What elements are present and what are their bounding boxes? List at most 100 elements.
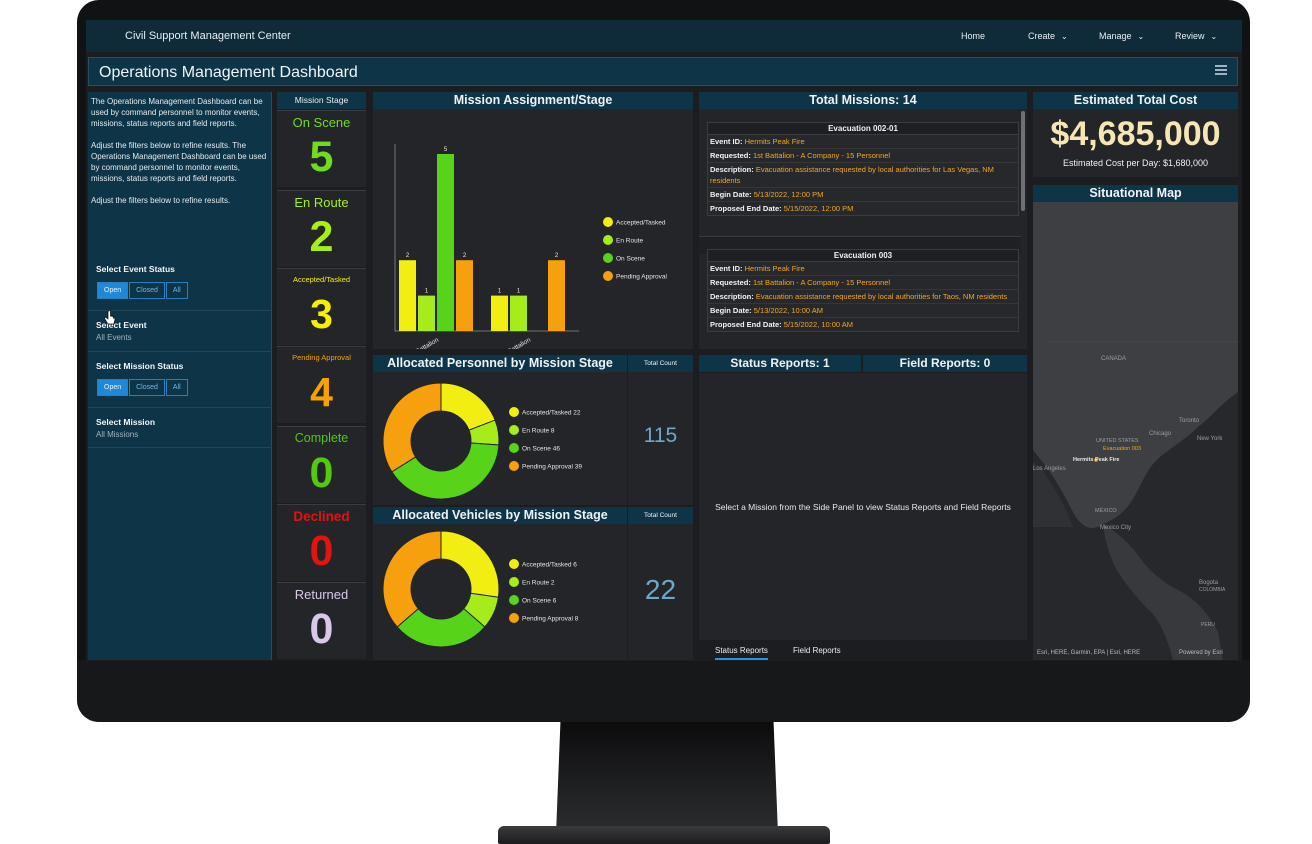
personnel-donut: Accepted/Tasked 22 En Route 8 On Scene 46 P…	[382, 382, 582, 500]
legend-swatch	[603, 235, 613, 245]
legend-label: En Route 2	[522, 580, 555, 587]
legend-swatch	[509, 577, 519, 587]
cost-title: Estimated Total Cost	[1033, 92, 1238, 109]
map-label: CANADA	[1101, 356, 1127, 362]
legend-swatch	[509, 613, 519, 623]
stage-card-declined: Declined 0	[277, 504, 366, 581]
chevron-down-icon: ⌄	[1210, 32, 1218, 41]
event-status-toggle: Open Closed All	[97, 282, 189, 299]
total-missions-title: Total Missions: 14	[699, 92, 1027, 109]
bar-0-0	[399, 260, 416, 331]
legend-label: Pending Approval 39	[522, 464, 582, 471]
personnel-chart: Accepted/Tasked 22 En Route 8 On Scene 46 P…	[373, 372, 627, 505]
field-reports-title: Field Reports: 0	[863, 355, 1027, 372]
mission-assignment-chart: 2 1 5 2 1st Battalion 1 1 2 2nd Battalion Accepte…	[373, 109, 693, 362]
bar-value-label: 2	[406, 253, 410, 259]
mission-end-date: Proposed End Date: 5/15/2022, 10:00 AM	[710, 320, 854, 329]
filter-event-status: Select Event Status Open Closed All	[88, 257, 272, 310]
bar-value-label: 1	[517, 289, 521, 295]
filter-event[interactable]: Select Event All Events	[88, 310, 272, 351]
mission-description: Description: Evacuation assistance reque…	[708, 290, 1018, 304]
stage-name: Declined	[293, 509, 350, 524]
legend-label: Accepted/Tasked	[616, 220, 666, 227]
side-panel: The Operations Management Dashboard can …	[88, 92, 272, 660]
map-label-mission: Evacuation 003	[1103, 446, 1141, 452]
reports-placeholder: Select a Mission from the Side Panel to …	[715, 502, 1011, 512]
map-label: Toronto	[1179, 418, 1200, 424]
event-marker-icon[interactable]	[1094, 458, 1098, 462]
map-attribution[interactable]: Esri, HERE, Garmin, EPA | Esri, HERE	[1037, 650, 1141, 656]
tab-field-reports[interactable]: Field Reports	[793, 646, 841, 655]
bar-value-label: 5	[444, 147, 448, 153]
legend-label: Accepted/Tasked 22	[522, 410, 581, 417]
nav-create[interactable]: Create ⌄	[1028, 31, 1068, 41]
description-text: Adjust the filters below to refine resul…	[91, 141, 267, 183]
mission-stage-header: Mission Stage	[277, 92, 366, 109]
filter-value: All Missions	[96, 430, 139, 439]
monitor-chin	[77, 660, 1250, 722]
donut-slice-0	[440, 530, 500, 598]
mission-end-date: Proposed End Date: 5/15/2022, 12:00 PM	[710, 204, 854, 213]
filter-mission-status: Select Mission Status Open Closed All	[88, 351, 272, 407]
tab-status-reports[interactable]: Status Reports	[715, 646, 768, 660]
mission-stage-column: Mission Stage On Scene 5 En Route 2 Accepted…	[277, 92, 366, 660]
total-cost-value: $4,685,000	[1050, 115, 1221, 153]
mission-status-open[interactable]: Open	[97, 379, 129, 396]
filter-label: Select Mission Status	[96, 361, 184, 371]
mission-begin-date: Begin Date: 5/13/2022, 12:00 PM	[708, 188, 1018, 202]
bar-value-label: 2	[463, 253, 467, 259]
legend-swatch	[509, 461, 519, 471]
mission-card[interactable]: Evacuation 003 Event ID: Hermits Peak Fi…	[707, 249, 1019, 332]
map-label: Bogota	[1199, 580, 1219, 586]
donut-slice-2	[391, 442, 500, 500]
mission-event-id: Event ID: Hermits Peak Fire	[708, 262, 1018, 276]
legend-swatch	[603, 217, 613, 227]
situational-map[interactable]: CANADA Toronto Chicago New York UNITED S…	[1033, 202, 1238, 660]
hand-cursor-icon	[104, 310, 116, 325]
donut-slice-3	[382, 530, 442, 628]
bar-1-3	[548, 260, 565, 331]
stage-name: Accepted/Tasked	[292, 275, 351, 284]
nav-review[interactable]: Review ⌄	[1175, 31, 1218, 41]
vehicles-donut: Accepted/Tasked 6 En Route 2 On Scene 6 Pen…	[382, 530, 579, 648]
stage-count: 2	[309, 213, 334, 261]
filter-label: Select Mission	[96, 417, 156, 427]
description-text: Adjust the filters below to refine resul…	[91, 196, 231, 205]
bar-0-1	[418, 295, 435, 331]
personnel-total-label: Total Count	[628, 355, 693, 372]
map-powered-by[interactable]: Powered by Esri	[1179, 650, 1223, 656]
stage-name: En Route	[294, 195, 349, 210]
map-label: MÉXICO	[1095, 508, 1117, 514]
event-status-closed[interactable]: Closed	[129, 282, 165, 299]
mission-status-closed[interactable]: Closed	[129, 379, 165, 396]
category-label: 2nd Battalion	[496, 336, 533, 349]
stage-card-returned: Returned 0	[277, 582, 366, 659]
personnel-total-card: 115	[628, 372, 693, 505]
bar-1-0	[491, 295, 508, 331]
mission-requested: Requested: 1st Battalion - A Company - 1…	[708, 276, 1018, 290]
report-tabs: Status Reports Field Reports	[699, 640, 1027, 661]
bar-1-1	[510, 295, 527, 331]
hamburger-icon[interactable]	[1215, 65, 1227, 75]
legend-label: Pending Approval	[616, 274, 668, 281]
personnel-title: Allocated Personnel by Mission Stage	[373, 355, 627, 372]
filter-mission[interactable]: Select Mission All Missions	[88, 407, 272, 448]
stage-count: 3	[310, 291, 333, 337]
stage-count: 0	[309, 605, 334, 653]
legend-swatch	[509, 407, 519, 417]
event-status-all[interactable]: All	[165, 282, 188, 299]
event-status-open[interactable]: Open	[97, 282, 129, 299]
personnel-total: 115	[643, 424, 678, 447]
mission-name: Evacuation 003	[708, 250, 1018, 262]
category-label: 1st Battalion	[406, 336, 441, 349]
map-label: Los Angeles	[1033, 466, 1066, 472]
mission-list-scrollbar[interactable]	[1021, 111, 1025, 211]
mission-card[interactable]: Evacuation 002-01 Event ID: Hermits Peak…	[707, 122, 1019, 216]
legend-swatch	[509, 443, 519, 453]
mission-status-all[interactable]: All	[165, 379, 188, 396]
mission-event-id: Event ID: Hermits Peak Fire	[708, 135, 1018, 149]
legend-swatch	[509, 559, 519, 569]
stage-name: On Scene	[292, 115, 351, 130]
nav-home[interactable]: Home	[961, 31, 986, 41]
nav-manage[interactable]: Manage ⌄	[1099, 31, 1145, 41]
